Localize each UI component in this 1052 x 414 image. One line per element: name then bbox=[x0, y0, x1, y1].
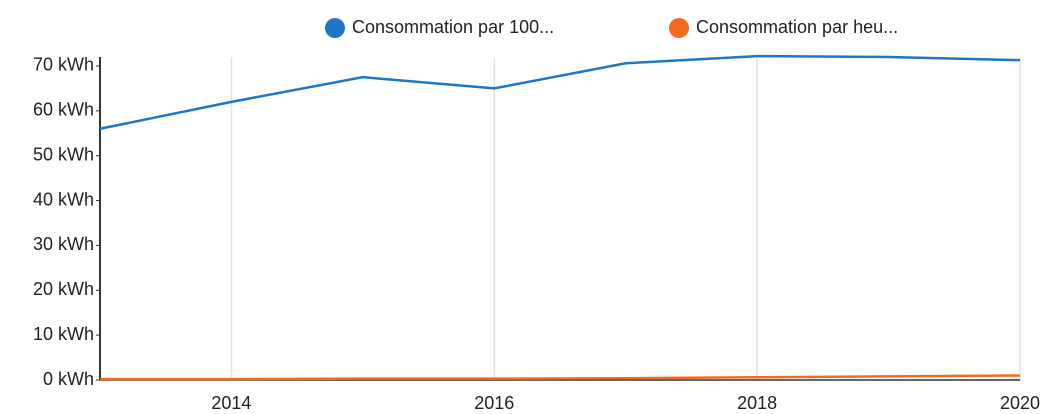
legend-label: Consommation par heu... bbox=[696, 17, 898, 37]
legend-label: Consommation par 100... bbox=[352, 17, 554, 37]
y-tick-label: 50 kWh bbox=[33, 144, 94, 164]
line-series bbox=[100, 374, 1021, 381]
line-series bbox=[99, 54, 1021, 131]
x-tick-label: 2018 bbox=[737, 393, 777, 413]
y-tick-label: 10 kWh bbox=[33, 324, 94, 344]
y-tick-label: 20 kWh bbox=[33, 279, 94, 299]
legend-swatch bbox=[325, 18, 345, 38]
y-tick-label: 70 kWh bbox=[33, 55, 94, 75]
y-tick-label: 60 kWh bbox=[33, 100, 94, 120]
x-tick-label: 2020 bbox=[1000, 393, 1040, 413]
y-tick-label: 30 kWh bbox=[33, 234, 94, 254]
legend-swatch bbox=[669, 18, 689, 38]
x-tick-label: 2016 bbox=[474, 393, 514, 413]
x-tick-label: 2014 bbox=[211, 393, 251, 413]
y-tick-label: 40 kWh bbox=[33, 189, 94, 209]
y-tick-label: 0 kWh bbox=[43, 369, 94, 389]
